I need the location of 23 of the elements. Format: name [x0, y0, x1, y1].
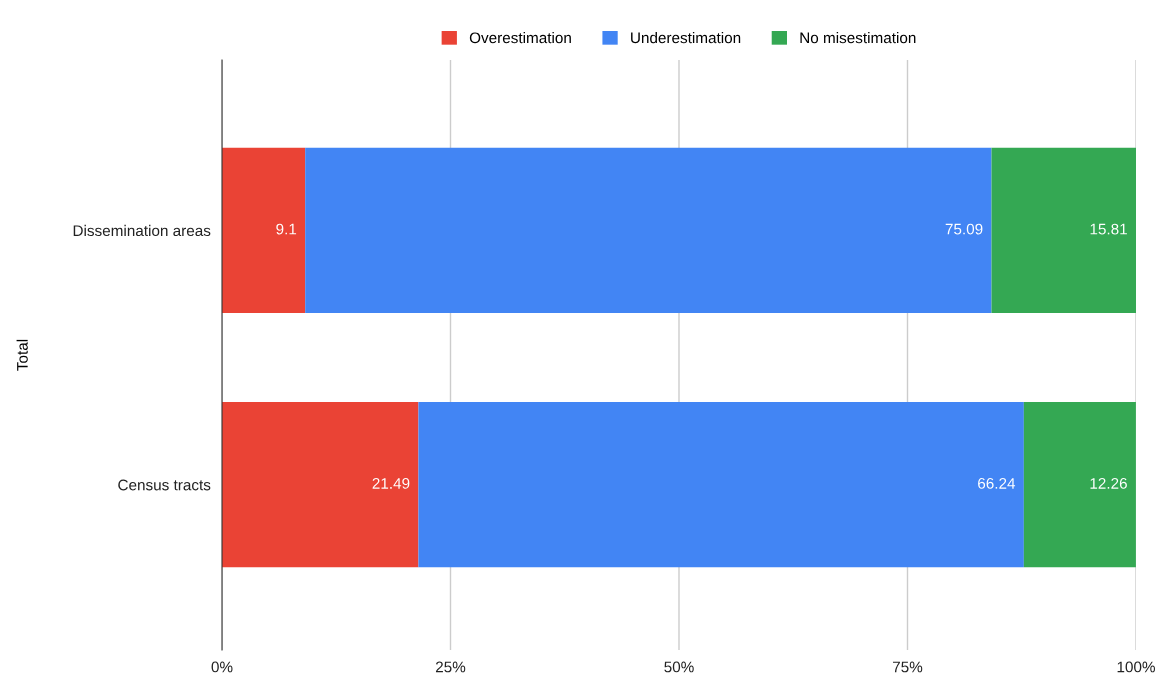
legend-label: No misestimation: [800, 32, 916, 44]
x-tick-label: 50%: [664, 661, 694, 673]
data-label: 75.09: [945, 223, 983, 235]
data-label: 66.24: [978, 477, 1016, 489]
bar: [222, 402, 419, 568]
data-label: 12.26: [1090, 477, 1127, 489]
x-tick-label: 100%: [1117, 661, 1155, 673]
bar: [418, 402, 1024, 568]
bar: [991, 147, 1136, 314]
data-label: 21.49: [372, 477, 410, 489]
y-axis-title: Total: [16, 339, 28, 371]
x-tick-label: 0%: [211, 661, 233, 673]
bar: [1023, 402, 1136, 568]
x-tick-label: 75%: [892, 661, 923, 673]
legend-label: Overestimation: [469, 32, 571, 44]
data-label: 15.81: [1090, 223, 1127, 235]
legend-label: Underestimation: [631, 32, 741, 44]
bar: [222, 147, 306, 314]
y-tick-label: Census tracts: [118, 479, 211, 491]
y-tick-label: Dissemination areas: [73, 224, 211, 237]
x-tick-label: 25%: [435, 661, 466, 673]
data-label: 9.1: [276, 223, 297, 235]
bar: [305, 147, 992, 314]
